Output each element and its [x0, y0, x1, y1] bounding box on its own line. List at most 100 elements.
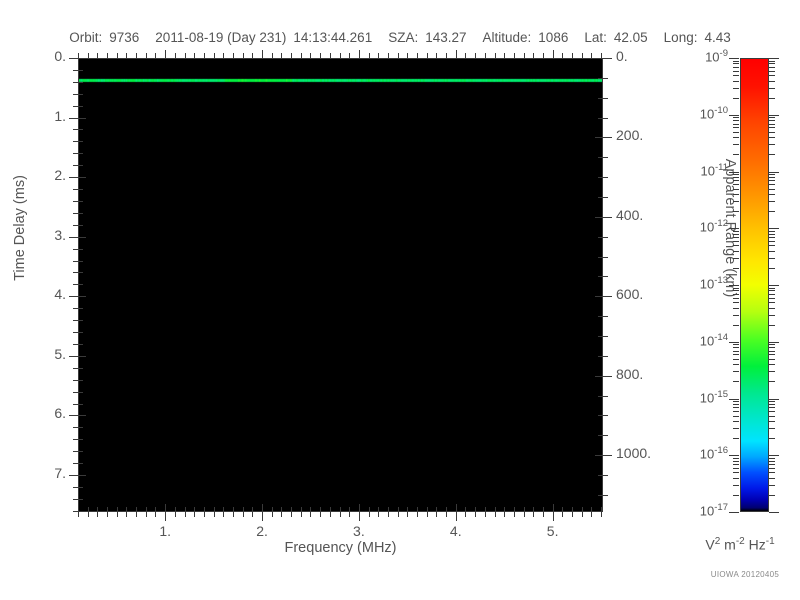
colorbar-minor-tick [733, 177, 739, 178]
y-axis-left-minor-tick [73, 284, 78, 285]
x-axis-inner-minor-tick [272, 507, 273, 512]
x-axis-minor-tick [155, 512, 156, 517]
y-axis-left-inner-minor-tick [78, 392, 83, 393]
y-axis-left-inner-tick [78, 118, 86, 119]
y-axis-left-minor-tick [73, 320, 78, 321]
altitude-value: 1086 [538, 30, 569, 45]
y-axis-left-minor-tick [73, 201, 78, 202]
x-axis-minor-tick [378, 512, 379, 517]
colorbar-minor-tick-right [769, 468, 775, 469]
colorbar-minor-tick [733, 124, 739, 125]
x-axis-top-minor-tick [136, 53, 137, 58]
x-axis-inner-minor-tick [388, 507, 389, 512]
colorbar-minor-tick-right [769, 177, 775, 178]
colorbar-minor-tick [733, 401, 739, 402]
y-axis-left-minor-tick [73, 189, 78, 190]
colorbar-minor-tick-right [769, 294, 775, 295]
colorbar-minor-tick [733, 472, 739, 473]
x-axis-minor-tick [349, 512, 350, 517]
y-axis-right-tick-label: 400. [616, 206, 644, 223]
x-axis-minor-tick [562, 512, 563, 517]
x-axis-top-minor-tick [243, 53, 244, 58]
x-axis-minor-tick [407, 512, 408, 517]
y-axis-right-minor-tick [603, 356, 608, 357]
colorbar-gradient [741, 59, 768, 511]
x-axis-inner-minor-tick [175, 507, 176, 512]
y-axis-right-inner-minor-tick [598, 336, 603, 337]
x-axis-top-major-tick [359, 50, 360, 58]
colorbar-units-label: V2 m-2 Hz-1 [680, 536, 800, 553]
colorbar-minor-tick [733, 174, 739, 175]
x-axis-top-minor-tick [417, 53, 418, 58]
colorbar-tick-exponent: -14 [714, 331, 728, 343]
colorbar-minor-tick-right [769, 302, 775, 303]
colorbar-minor-tick-right [769, 464, 775, 465]
x-axis-minor-tick [436, 512, 437, 517]
colorbar-minor-tick [733, 347, 739, 348]
x-axis-minor-tick [524, 512, 525, 517]
x-axis-minor-tick [446, 512, 447, 517]
colorbar-tick-mantissa: 10 [699, 219, 715, 235]
y-axis-left-inner-minor-tick [78, 141, 83, 142]
y-axis-right-tick-label: 200. [616, 127, 644, 144]
y-axis-right-major-tick [603, 376, 612, 377]
x-axis-minor-tick [601, 512, 602, 517]
colorbar-major-tick-right [769, 115, 779, 116]
x-axis-minor-tick [485, 512, 486, 517]
colorbar-minor-tick-right [769, 67, 775, 68]
colorbar-tick-mantissa: 10 [699, 503, 715, 519]
colorbar-minor-tick-right [769, 194, 775, 195]
x-axis-minor-tick [504, 512, 505, 517]
y-axis-left-inner-minor-tick [78, 320, 83, 321]
y-axis-left-inner-minor-tick [78, 284, 83, 285]
y-axis-left-inner-minor-tick [78, 213, 83, 214]
colorbar-minor-tick-right [769, 117, 775, 118]
x-axis-inner-minor-tick [97, 507, 98, 512]
colorbar-minor-tick-right [769, 344, 775, 345]
units-hz: Hz [744, 536, 766, 553]
y-axis-left-inner-tick [78, 475, 86, 476]
y-axis-left-major-tick [69, 475, 78, 476]
colorbar-minor-tick-right [769, 201, 775, 202]
colorbar-minor-tick-right [769, 404, 775, 405]
header-info-bar: Orbit: 9736 2011-08-19 (Day 231) 14:13:4… [0, 30, 800, 50]
x-axis-top-minor-tick [543, 53, 544, 58]
y-axis-left-major-tick [69, 237, 78, 238]
y-axis-left-minor-tick [73, 344, 78, 345]
x-axis-inner-minor-tick [117, 507, 118, 512]
x-axis-top-minor-tick [524, 53, 525, 58]
colorbar-minor-tick-right [769, 416, 775, 417]
colorbar-minor-tick-right [769, 234, 775, 235]
y-axis-left-inner-minor-tick [78, 511, 83, 512]
x-axis-top-minor-tick [107, 53, 108, 58]
x-axis-inner-minor-tick [562, 507, 563, 512]
colorbar-major-tick-right [769, 342, 779, 343]
x-axis-minor-tick [272, 512, 273, 517]
colorbar-tick-label: 10-11 [678, 162, 729, 178]
x-axis-minor-tick [369, 512, 370, 517]
y-axis-left-minor-tick [73, 463, 78, 464]
colorbar-tick-mantissa: 10 [699, 106, 715, 122]
colorbar-tick-exponent: -10 [714, 104, 728, 116]
x-axis-inner-minor-tick [330, 507, 331, 512]
x-axis-top-minor-tick [320, 53, 321, 58]
y-axis-right-inner-minor-tick [598, 237, 603, 238]
x-axis-inner-minor-tick [126, 507, 127, 512]
colorbar-minor-tick [733, 404, 739, 405]
y-axis-right-tick-label: 600. [616, 286, 644, 303]
colorbar-minor-tick-right [769, 237, 775, 238]
y-axis-left-major-tick [69, 58, 78, 59]
y-axis-left-minor-tick [73, 511, 78, 512]
colorbar-minor-tick [733, 381, 739, 382]
y-axis-right-inner-tick [595, 137, 603, 138]
x-axis-inner-minor-tick [155, 507, 156, 512]
y-axis-left-inner-tick [78, 58, 86, 59]
colorbar-minor-tick [733, 180, 739, 181]
colorbar-minor-tick-right [769, 347, 775, 348]
x-axis-minor-tick [301, 512, 302, 517]
y-axis-right-major-tick [603, 296, 612, 297]
y-axis-left-tick-label: 1. [54, 107, 66, 124]
y-axis-left-inner-minor-tick [78, 272, 83, 273]
x-axis-minor-tick [204, 512, 205, 517]
y-axis-right-minor-tick [603, 336, 608, 337]
